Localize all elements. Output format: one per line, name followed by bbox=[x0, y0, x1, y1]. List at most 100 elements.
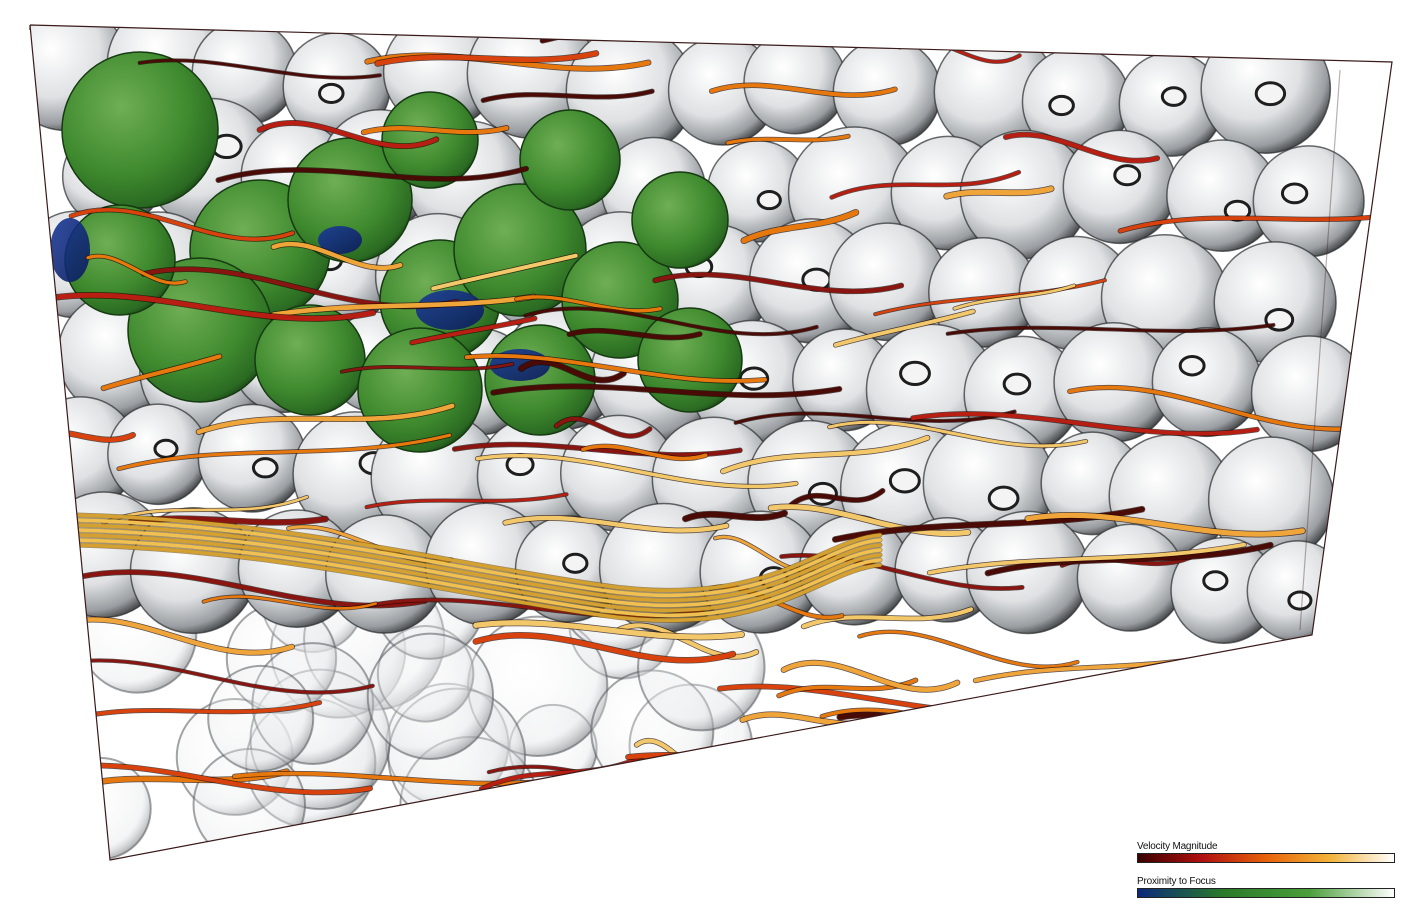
streamline bbox=[30, 292, 376, 322]
streamline-bundle bbox=[73, 518, 882, 598]
streamline bbox=[202, 595, 378, 610]
context-sphere bbox=[1250, 335, 1368, 453]
streamline-shadow bbox=[787, 766, 1115, 808]
streamline bbox=[271, 294, 537, 317]
streamline bbox=[801, 607, 974, 629]
sphere-hole bbox=[1002, 372, 1032, 396]
bounding-box-back-edge bbox=[1299, 69, 1341, 631]
streamline bbox=[741, 209, 859, 244]
sphere-hole bbox=[987, 485, 1020, 511]
streamline bbox=[726, 134, 850, 145]
streamline bbox=[540, 25, 667, 43]
sphere-hole bbox=[1048, 94, 1075, 117]
streamline bbox=[475, 453, 798, 489]
streamline bbox=[554, 417, 652, 438]
streamline bbox=[375, 50, 599, 66]
sphere-hole bbox=[1202, 570, 1229, 592]
sphere-hole bbox=[1280, 182, 1309, 205]
sphere-hole bbox=[1113, 164, 1142, 187]
streamline bbox=[464, 353, 767, 383]
streamline bbox=[857, 630, 1079, 669]
streamline bbox=[781, 660, 960, 692]
streamline bbox=[910, 411, 1260, 436]
context-sphere bbox=[1252, 145, 1365, 258]
streamline bbox=[763, 749, 909, 787]
focus-sphere bbox=[637, 307, 743, 413]
transparent-sphere bbox=[48, 756, 152, 860]
streamline bbox=[841, 743, 998, 792]
streamline bbox=[833, 309, 975, 347]
streamline bbox=[481, 89, 654, 103]
streamline bbox=[682, 510, 788, 522]
domain-bounding-box bbox=[29, 24, 1393, 861]
streamline bbox=[1067, 385, 1379, 431]
streamline bbox=[720, 435, 930, 474]
streamline bbox=[709, 83, 897, 98]
streamline bbox=[1025, 512, 1306, 537]
streamline-bundle bbox=[73, 533, 882, 613]
sphere-hole bbox=[153, 438, 179, 459]
streamline bbox=[503, 515, 729, 533]
streamline bbox=[69, 207, 295, 241]
streamline bbox=[581, 444, 708, 461]
streamline bbox=[779, 553, 1024, 591]
velocity-magnitude-legend: Velocity Magnitude bbox=[1137, 841, 1395, 863]
streamline bbox=[117, 433, 452, 471]
streamline bbox=[518, 359, 627, 383]
streamline bbox=[138, 59, 382, 80]
velocity-legend-title: Velocity Magnitude bbox=[1137, 841, 1218, 852]
streamline-shadow bbox=[836, 711, 1085, 756]
focus-sphere bbox=[519, 109, 621, 211]
streamline-shadow bbox=[539, 25, 668, 44]
streamline bbox=[232, 771, 557, 786]
streamline-bundle bbox=[73, 523, 882, 603]
streamline-bundle bbox=[73, 513, 882, 593]
focus-core-patch bbox=[416, 290, 484, 330]
streamline-bundle bbox=[73, 528, 882, 608]
context-sphere bbox=[1151, 326, 1262, 438]
sphere-hole bbox=[899, 360, 931, 387]
streamline bbox=[953, 284, 1076, 310]
sphere-hole bbox=[1178, 354, 1206, 377]
streamline bbox=[86, 254, 187, 285]
focus-sphere bbox=[631, 171, 729, 269]
streamline bbox=[830, 170, 1021, 199]
streamline bbox=[653, 272, 904, 294]
sphere-hole bbox=[562, 552, 589, 574]
sphere-hole bbox=[251, 457, 279, 479]
sphere-hole bbox=[888, 468, 921, 494]
streamline bbox=[768, 504, 971, 536]
streamline bbox=[473, 632, 736, 663]
streamline bbox=[514, 295, 662, 313]
streamline bbox=[361, 125, 509, 135]
proximity-colorbar bbox=[1137, 888, 1395, 898]
proximity-legend-title: Proximity to Focus bbox=[1137, 876, 1216, 887]
streamline-shadow bbox=[625, 751, 976, 787]
streamline bbox=[65, 700, 322, 722]
streamline bbox=[615, 623, 759, 659]
streamline-shadow bbox=[840, 743, 999, 793]
transparent-sphere bbox=[366, 632, 495, 761]
streamline bbox=[490, 384, 842, 398]
streamline bbox=[837, 712, 1084, 755]
focus-core-patch bbox=[318, 226, 362, 254]
streamline bbox=[524, 307, 818, 336]
focus-sphere bbox=[357, 327, 483, 453]
streamline bbox=[827, 420, 1088, 448]
streamline bbox=[946, 323, 1275, 336]
velocity-colorbar bbox=[1137, 853, 1395, 863]
streamline bbox=[257, 120, 439, 149]
streamline-bundle bbox=[73, 543, 882, 623]
bounding-box-outline bbox=[29, 24, 1393, 861]
streamline-shadow bbox=[1033, 730, 1145, 762]
context-sphere bbox=[1076, 523, 1185, 632]
streamline bbox=[788, 766, 1114, 807]
streamline bbox=[1003, 132, 1160, 163]
streamline-shadow bbox=[762, 748, 910, 788]
streamline bbox=[944, 186, 1054, 199]
streamline bbox=[271, 241, 403, 271]
streamline bbox=[410, 316, 537, 345]
sphere-hole bbox=[1287, 590, 1313, 611]
proximity-to-focus-legend: Proximity to Focus bbox=[1137, 876, 1395, 898]
